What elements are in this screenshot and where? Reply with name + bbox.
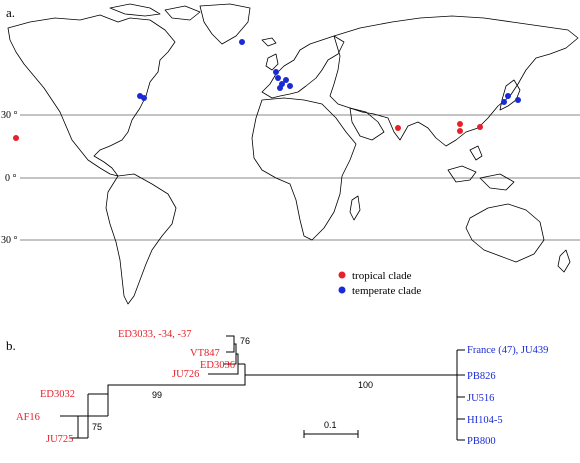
scale-bar-label: 0.1	[324, 420, 337, 430]
tropical-point	[457, 128, 463, 134]
latitude-lines: 30 ° 0 ° 30 °	[1, 110, 580, 246]
latitude-label-30n: 30 °	[1, 110, 18, 121]
tree-tip-red: JU725	[46, 434, 73, 445]
panel-a-label: a.	[6, 5, 15, 20]
continent-south-america	[105, 173, 177, 305]
new-zealand	[557, 249, 571, 273]
temperate-point	[141, 95, 147, 101]
legend-temperate-label: temperate clade	[352, 285, 421, 297]
tree-tip-blue: HI104-5	[467, 415, 503, 426]
panel-b-label: b.	[6, 338, 16, 353]
bootstrap-value: 100	[358, 380, 373, 390]
tree-tip-blue: JU516	[467, 393, 494, 404]
continent-africa	[251, 97, 357, 241]
temperate-sample-points	[137, 39, 521, 105]
temperate-point	[273, 69, 279, 75]
tree-tip-blue: PB826	[467, 371, 496, 382]
temperate-point	[239, 39, 245, 45]
latitude-label-equator: 0 °	[5, 173, 17, 184]
tree-tip-blue: PB800	[467, 436, 496, 447]
tropical-point	[395, 125, 401, 131]
southeast-asia-islands	[447, 145, 515, 191]
scale-bar	[303, 430, 359, 438]
bootstrap-value: 99	[152, 390, 162, 400]
continent-asia	[329, 15, 579, 147]
phylogenetic-tree: ED3033, -34, -37 VT847 ED3036 JU726 ED30…	[16, 329, 548, 447]
tree-tip-red: AF16	[16, 412, 40, 423]
tropical-point	[457, 121, 463, 127]
temperate-point	[515, 97, 521, 103]
tree-branch	[107, 364, 246, 416]
tree-tip-red: ED3033, -34, -37	[118, 329, 192, 340]
tropical-point	[13, 135, 19, 141]
greenland	[199, 3, 251, 45]
tree-tip-red: JU726	[172, 369, 199, 380]
continent-australia	[465, 203, 545, 263]
tree-tip-red: ED3036	[200, 360, 235, 371]
tree-tip-red: ED3032	[40, 389, 75, 400]
latitude-label-30s: 30 °	[1, 235, 18, 246]
madagascar	[349, 195, 361, 221]
iceland	[261, 37, 277, 47]
tree-branch	[77, 416, 88, 439]
legend-tropical-label: tropical clade	[352, 270, 412, 282]
tree-tip-red: VT847	[190, 348, 220, 359]
british-isles	[265, 53, 279, 71]
arabian-peninsula	[349, 107, 385, 141]
arctic-islands	[109, 3, 201, 21]
continent-north-america	[7, 14, 176, 177]
world-map	[7, 3, 579, 305]
temperate-point	[275, 75, 281, 81]
tree-tip-blue: France (47), JU439	[467, 345, 548, 356]
legend-temperate-marker	[338, 286, 346, 294]
tropical-point	[477, 124, 483, 130]
bootstrap-value: 76	[240, 336, 250, 346]
temperate-point	[283, 77, 289, 83]
tree-branch	[226, 335, 235, 353]
bootstrap-value: 75	[92, 422, 102, 432]
temperate-point	[505, 93, 511, 99]
tropical-sample-points	[13, 121, 483, 141]
map-legend: tropical clade temperate clade	[338, 270, 421, 297]
temperate-point	[277, 85, 283, 91]
temperate-point	[501, 99, 507, 105]
continent-europe	[261, 35, 345, 99]
temperate-point	[287, 83, 293, 89]
legend-tropical-marker	[338, 271, 346, 279]
